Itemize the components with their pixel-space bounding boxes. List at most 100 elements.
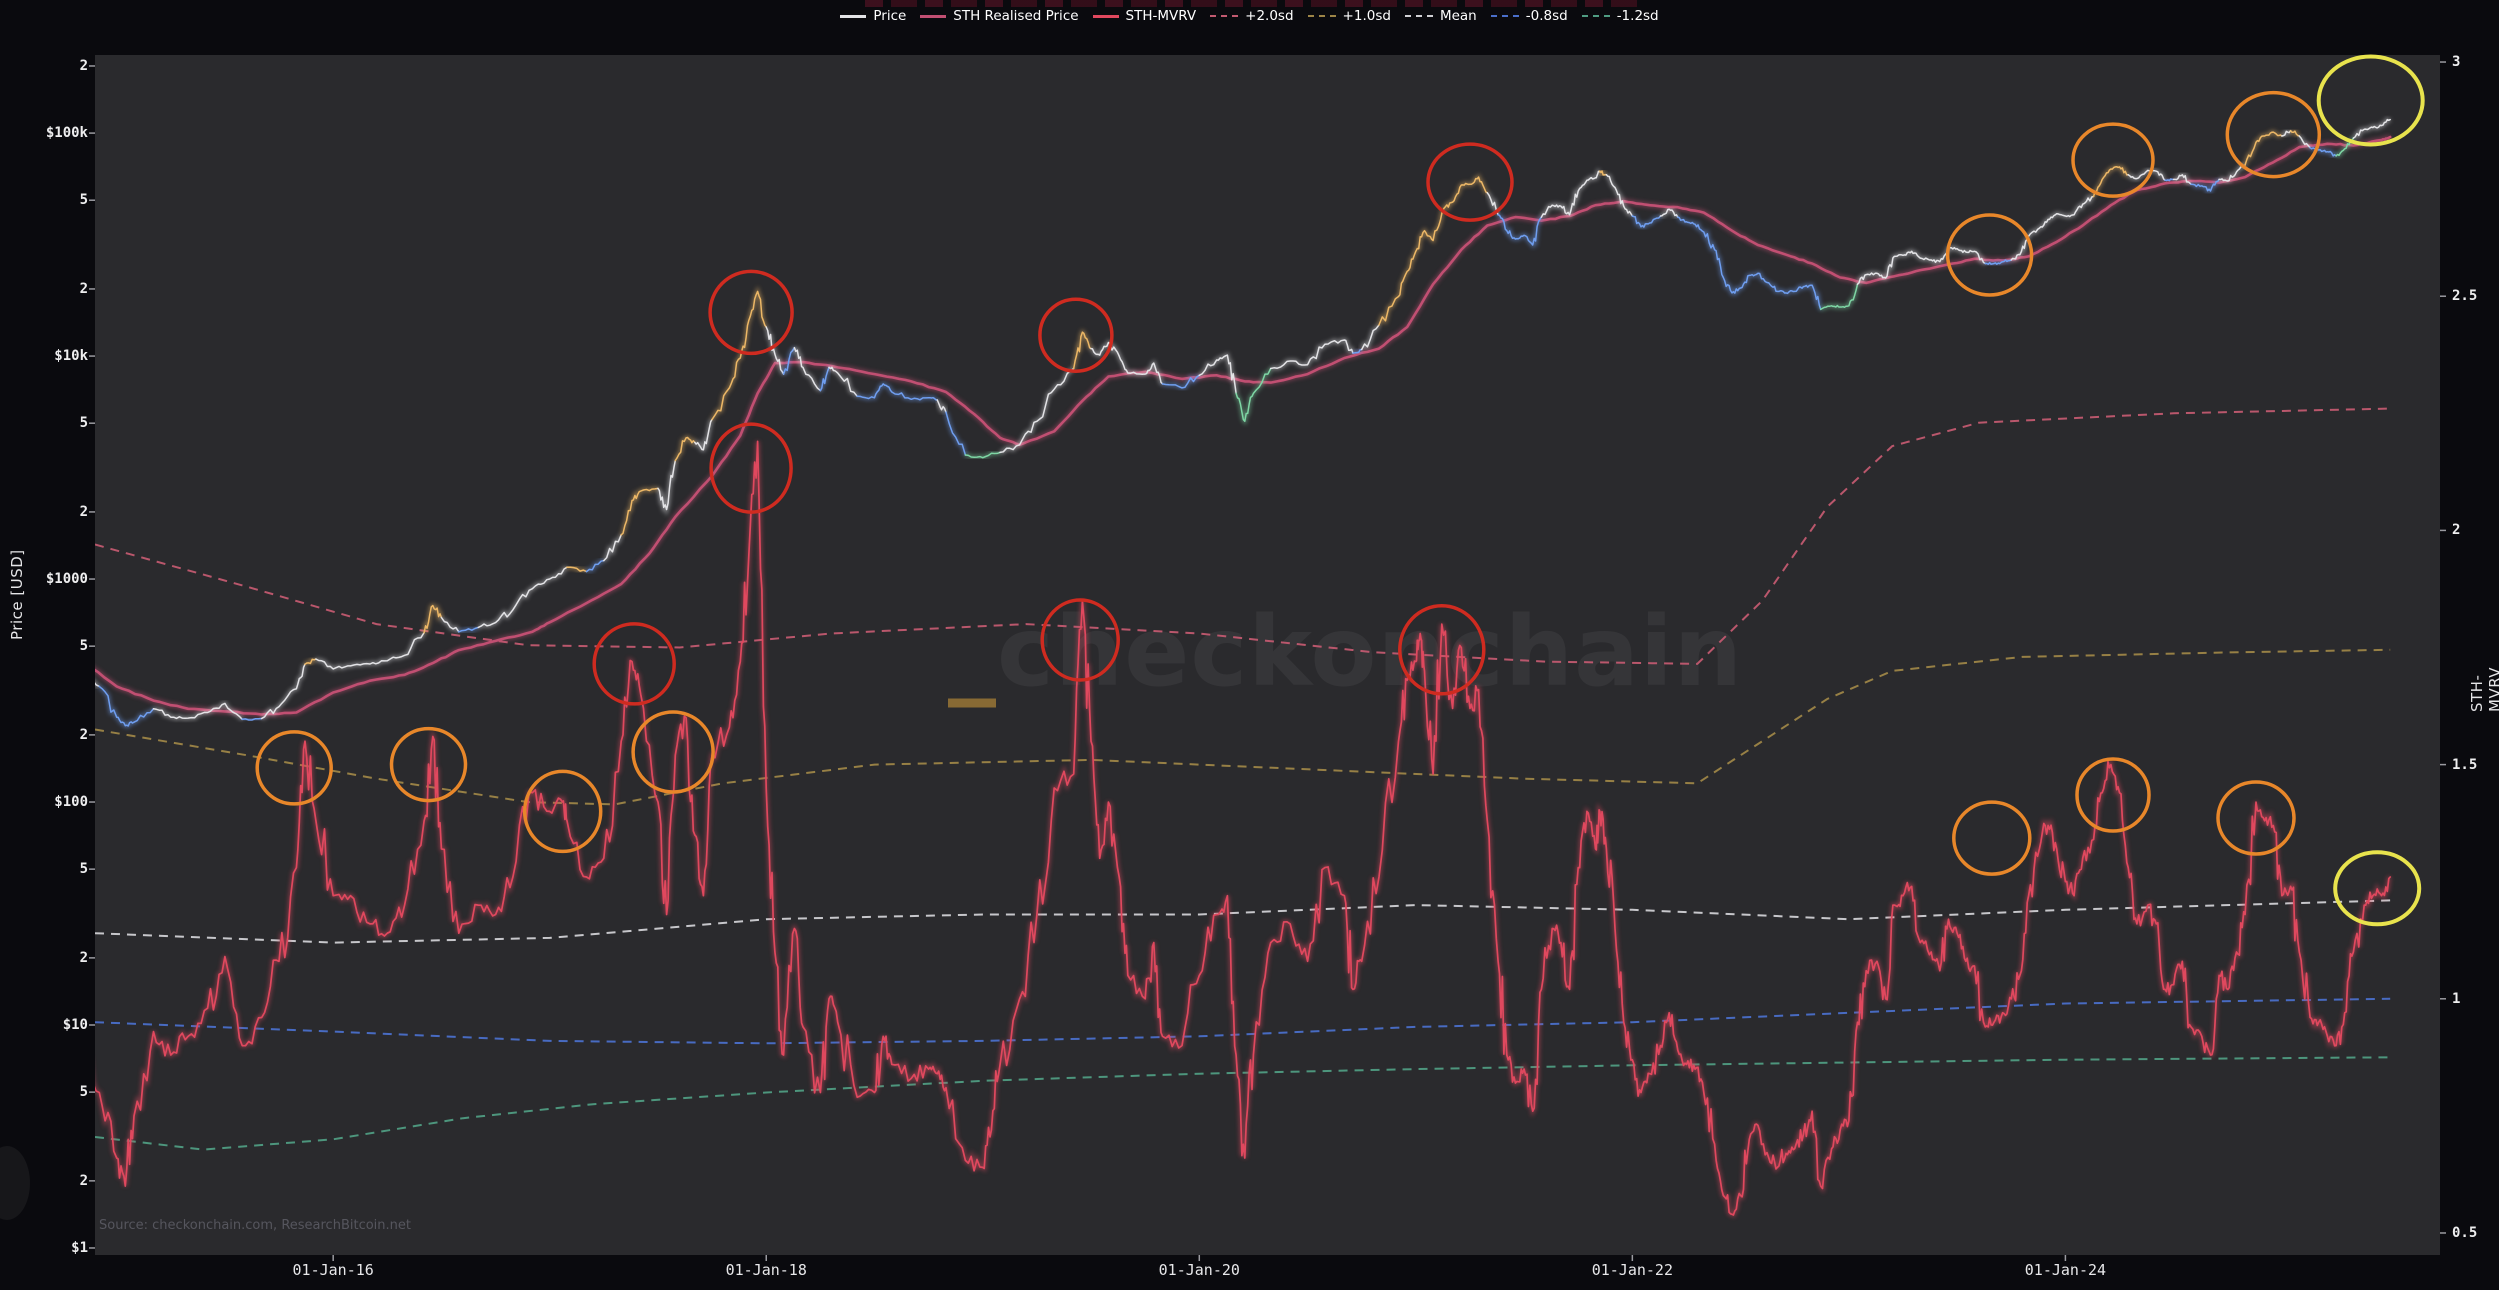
sth-mvrv-line	[95, 440, 2392, 1216]
price-line-w-glow	[1090, 339, 1164, 386]
left-axis-tick: 5	[79, 192, 88, 209]
legend-item-sth-mvrv[interactable]: STH-MVRV	[1092, 8, 1196, 24]
price-line-w	[2298, 135, 2311, 149]
price-line-b	[1352, 348, 1363, 354]
price-line-G-glow	[1819, 283, 1860, 312]
price-line-b	[1677, 216, 1822, 311]
price-line-w	[1360, 324, 1380, 351]
plot-area-background	[95, 55, 2440, 1255]
price-line-b	[98, 685, 155, 727]
legend-item--2-0sd[interactable]: +2.0sd	[1210, 8, 1294, 24]
price-line-b	[2190, 178, 2220, 192]
price-line-b	[1984, 259, 2013, 265]
band-+2.0sd	[95, 407, 2391, 665]
left-axis-tick: $100	[54, 794, 88, 811]
price-line-w	[1198, 354, 1237, 395]
price-line-w	[1269, 339, 1354, 370]
left-axis-tick: $10	[62, 1016, 88, 1033]
legend-swatch	[1490, 15, 1519, 17]
price-line-g-glow	[710, 286, 768, 421]
price-line-w	[828, 366, 858, 398]
price-line-w	[2352, 118, 2391, 139]
legend-swatch	[1581, 15, 1610, 17]
price-line-w	[793, 346, 822, 392]
price-line-w	[95, 682, 101, 688]
price-line-w	[999, 367, 1075, 454]
left-axis-tick: 2	[79, 280, 88, 297]
price-line-w	[1605, 174, 1634, 217]
x-axis-tick: 01-Jan-16	[292, 1261, 374, 1279]
price-line-w	[2010, 195, 2095, 261]
legend-swatch	[1210, 15, 1239, 17]
price-line-b	[1161, 374, 1201, 389]
legend-item-price[interactable]: Price	[840, 8, 906, 24]
price-line-w-glow	[1270, 338, 1355, 371]
series-layer	[95, 117, 2392, 1218]
left-axis-tick: 5	[79, 638, 88, 655]
x-axis-tick: 01-Jan-20	[1158, 1261, 1240, 1279]
right-axis-tick: 3	[2452, 54, 2461, 71]
price-line-w	[2281, 129, 2292, 137]
price-line-g	[423, 604, 443, 634]
price-line-w-glow	[656, 460, 678, 517]
sth-realised-price-line	[95, 135, 2392, 716]
annotation-circle-yellow	[2316, 54, 2425, 147]
legend-item-mean[interactable]: Mean	[1404, 8, 1477, 24]
price-line-g	[2092, 165, 2129, 198]
left-axis-tick: 2	[79, 57, 88, 74]
left-axis-tick: 5	[79, 861, 88, 878]
annotation-circle-orange	[255, 730, 333, 806]
price-line-g	[304, 658, 317, 665]
price-line-w	[1090, 341, 1164, 385]
price-line-w	[315, 631, 425, 670]
legend-item-sth-realised-price[interactable]: STH Realised Price	[920, 8, 1079, 24]
legend-item--1-2sd[interactable]: -1.2sd	[1581, 8, 1659, 24]
price-line-w	[2218, 164, 2246, 182]
x-axis-tick: 01-Jan-22	[1591, 1261, 1673, 1279]
legend-swatch	[1092, 14, 1119, 18]
price-line-g	[2289, 129, 2301, 137]
price-line-b	[945, 411, 967, 456]
right-axis-tick: 2.5	[2452, 288, 2478, 305]
watermark-underscore: _	[948, 596, 997, 708]
price-line-w	[2172, 174, 2192, 185]
right-axis-title: STH-MVRV	[2468, 666, 2499, 712]
left-axis-tick: $1	[71, 1239, 88, 1256]
legend-swatch	[840, 14, 867, 18]
legend-label: -1.2sd	[1616, 8, 1659, 24]
left-axis-tick: 2	[79, 1172, 88, 1189]
price-line-g-glow	[1071, 329, 1093, 369]
right-axis-tick: 2	[2452, 522, 2461, 539]
left-axis-tick: 2	[79, 726, 88, 743]
legend-swatch	[920, 14, 947, 18]
annotation-circle-red	[1038, 297, 1114, 373]
band-+1.0sd	[95, 648, 2391, 806]
legend-label: STH Realised Price	[953, 8, 1079, 24]
left-axis-tick: $100k	[45, 125, 88, 142]
legend-item--0-8sd[interactable]: -0.8sd	[1490, 8, 1568, 24]
price-line-w	[694, 418, 713, 451]
price-line-w	[657, 459, 677, 511]
legend-label: +1.0sd	[1342, 8, 1391, 24]
price-line-b	[782, 346, 796, 375]
annotation-circle-orange	[522, 769, 603, 854]
chart-legend: Price STH Realised Price STH-MVRV +2.0sd +1.…	[0, 8, 2499, 24]
price-line-g	[1378, 176, 1489, 326]
legend-label: -0.8sd	[1525, 8, 1568, 24]
price-line-w	[1659, 208, 1679, 218]
price-line-g	[1072, 331, 1092, 370]
price-line-G	[1819, 283, 1859, 311]
price-line-b-glow	[944, 411, 968, 456]
watermark-text: checkonchain	[997, 596, 1744, 708]
price-line-b	[2164, 178, 2175, 182]
left-axis-tick: $10k	[54, 348, 88, 365]
price-line-b	[585, 559, 605, 573]
annotation-circle-red	[1426, 142, 1514, 222]
price-line-w	[152, 702, 243, 721]
left-axis-title: Price [USD]	[8, 549, 26, 640]
band-Mean	[95, 899, 2391, 944]
left-axis-tick: 2	[79, 503, 88, 520]
legend-item--1-0sd[interactable]: +1.0sd	[1307, 8, 1391, 24]
